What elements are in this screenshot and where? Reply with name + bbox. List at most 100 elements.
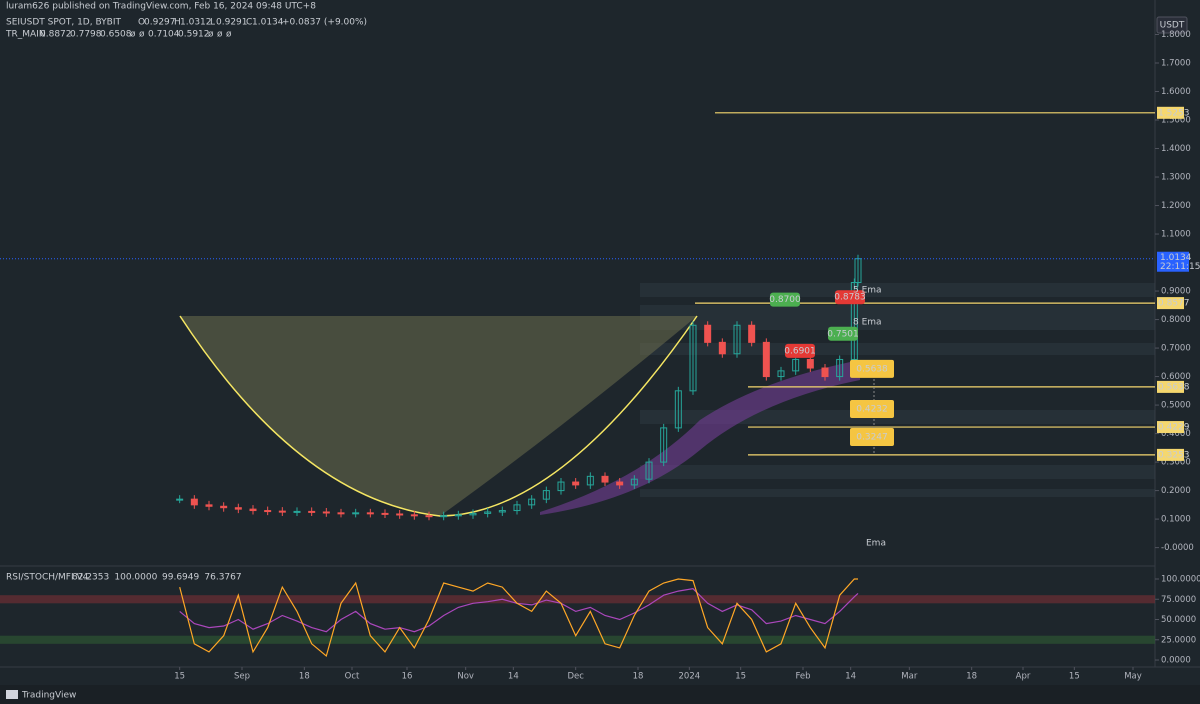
ohlc-value: 1.0134 [252,18,284,28]
candle [733,324,741,355]
time-tick-label: Dec [567,672,584,682]
time-tick-label: 14 [508,672,519,682]
candle [557,481,565,492]
candle [366,512,374,515]
price-tick-label: 1.2000 [1161,201,1191,211]
currency-button[interactable] [1156,16,1188,34]
price-tick-label: 0.3000 [1161,458,1191,468]
target-label: 0.5638 [856,364,888,374]
candle [513,504,521,512]
target-label: 0.3247 [856,433,888,443]
price-tick-label: 0.8000 [1161,315,1191,325]
countdown-label: 22:11:15 [1160,262,1200,272]
target-box [850,428,894,447]
last-price-label: 1.0134 [1160,253,1192,263]
candle [748,324,756,343]
candle [249,508,257,512]
plot [0,112,1155,521]
candle [293,510,301,513]
level-tag-label: 0.8577 [1158,299,1190,309]
price-tick-label: 0.4000 [1161,429,1191,439]
price-tick-label: 1.5000 [1161,116,1191,126]
candle [792,358,800,372]
time-tick-label: Oct [345,672,360,682]
time-tick-label: 15 [174,672,185,682]
candle [469,512,477,516]
brand-logo [6,690,18,699]
indicator-value: 0.7798 [70,30,102,40]
rsi-reading: 82.2353 [72,573,109,583]
change: +0.0837 (+9.00%) [282,18,367,28]
time-tick-label: 18 [299,672,310,682]
price-tag-label: 0.6901 [784,346,816,356]
price-tick-label: 1.3000 [1161,173,1191,183]
candle [440,515,448,518]
candle [396,513,404,516]
candle [190,498,198,506]
time-tick-label: 18 [633,672,644,682]
indicator-value: 0.6508 [100,30,132,40]
price-tick-label: 0.2000 [1161,486,1191,496]
rsi-line [179,578,858,658]
rsi-tick-label: 50.0000 [1161,615,1196,625]
indicator-value: ø [217,30,223,40]
indicator-value: 0.8872 [40,30,72,40]
candle [176,498,184,501]
candle [381,512,389,515]
candle [352,512,360,515]
ema-ribbon [540,360,860,515]
target-box [850,399,894,418]
time-tick-label: Apr [1016,672,1031,682]
candle [234,507,242,510]
rsi-tick-label: 100.0000 [1161,574,1200,584]
time-tick-label: 2024 [679,672,701,682]
ohlc-key: O [138,18,145,28]
candle [718,341,726,355]
time-tick-label: Mar [901,672,918,682]
candle [308,510,316,513]
rsi-reading: 76.3767 [204,573,241,583]
indicator-value: ø [139,30,145,40]
ema-annotation: 8 Ema [853,318,882,328]
price-tick-label: 1.8000 [1161,30,1191,40]
level-tag [1157,448,1184,461]
time-tick-label: 14 [845,672,856,682]
rsi-overbought [0,595,1155,604]
candle [601,475,609,483]
candle [762,341,770,378]
publisher: luram626 published on TradingView.com, F… [6,2,316,12]
level-tag-label: 0.5638 [1158,382,1190,392]
price-tag-label: 0.8783 [834,293,866,303]
candle [425,515,433,518]
brand: TradingView [21,691,76,701]
ohlc-key: L [210,18,215,28]
rsi-oversold [0,635,1155,644]
rsi-tick-label: 75.0000 [1161,595,1196,605]
price-tag [770,292,800,307]
cup-fill [180,316,697,516]
price-tag [785,343,815,358]
price-tick-label: -0.0000 [1161,543,1194,553]
candle [205,504,213,507]
time-tick-label: 15 [735,672,746,682]
ema-annotation: 5 Ema [853,286,882,296]
price-tick-label: 0.5000 [1161,401,1191,411]
time-tick-label: 16 [402,672,413,682]
price-tag [828,326,858,341]
candle [660,427,668,463]
price-tag-label: 0.8700 [769,295,801,305]
rsi-reading: 99.6949 [162,573,199,583]
candle [528,498,536,506]
level-tag [1157,106,1184,119]
currency-label[interactable]: USDT [1160,21,1185,31]
rsi-line [179,588,859,633]
ohlc-key: H [174,18,181,28]
ohlc-key: C [246,18,252,28]
indicator-value: 0.5912 [178,30,210,40]
candle [836,358,844,378]
candle [704,324,712,343]
candle [821,367,829,378]
symbol: SEIUSDT SPOT, 1D, BYBIT [6,18,121,28]
candle [586,475,594,486]
level-tag-label: 1.5253 [1158,108,1190,118]
